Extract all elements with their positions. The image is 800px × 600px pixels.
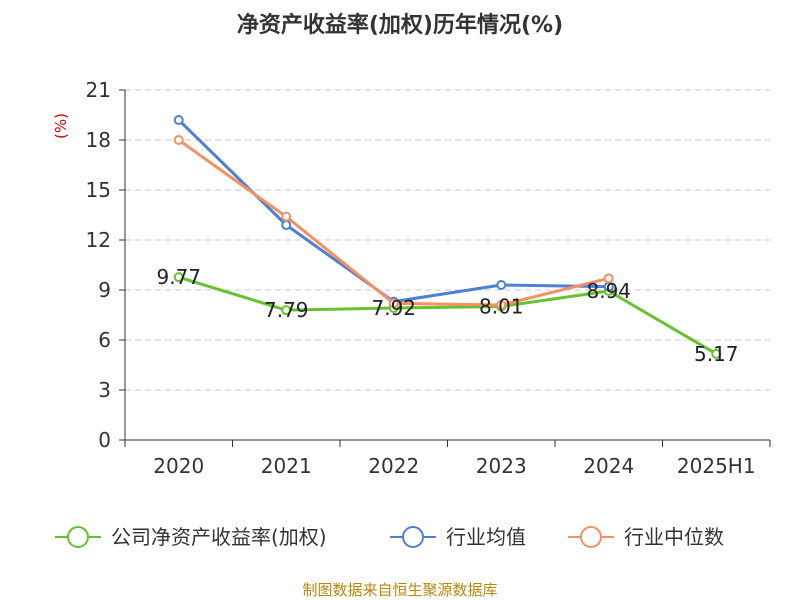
y-axis-unit: (%) — [52, 113, 70, 139]
x-tick-label: 2021 — [261, 454, 312, 478]
x-tick-label: 2020 — [153, 454, 204, 478]
data-label: 7.92 — [371, 296, 416, 320]
series-line-0 — [178, 275, 718, 356]
data-point — [281, 211, 292, 222]
x-tick-label: 2024 — [583, 454, 634, 478]
data-point — [173, 135, 184, 145]
y-tick-label: 9 — [98, 278, 111, 302]
data-point — [496, 300, 507, 310]
legend-marker-2 — [580, 526, 602, 548]
x-tick-label: 2022 — [368, 454, 419, 478]
chart-title: 净资产收益率(加权)历年情况(%) — [237, 12, 563, 38]
data-label: 8.01 — [479, 295, 524, 319]
data-point — [603, 273, 614, 284]
data-point — [281, 305, 292, 316]
legend-label-2: 行业中位数 — [624, 525, 724, 549]
y-tick-label: 12 — [86, 228, 111, 252]
legend-marker-1 — [402, 526, 424, 548]
data-point — [173, 115, 184, 125]
y-tick-label: 6 — [98, 328, 111, 352]
data-source-note: 制图数据来自恒生聚源数据库 — [302, 581, 497, 599]
x-tick-label: 2023 — [476, 454, 527, 478]
data-label: 9.77 — [156, 265, 201, 289]
data-point — [388, 298, 399, 309]
data-point — [173, 272, 184, 283]
grid-lines — [125, 89, 770, 391]
y-tick-label: 0 — [98, 428, 111, 452]
legend-marker-0 — [67, 526, 89, 548]
data-point — [496, 280, 507, 290]
data-labels: 9.77 7.79 7.92 8.01 8.94 5.17 — [156, 265, 738, 366]
axes: 0 3 6 9 12 15 18 21 2020 2021 2022 2023 2024 2025H1 — [86, 78, 771, 478]
legend-label-0: 公司净资产收益率(加权) — [111, 525, 327, 549]
legend: 公司净资产收益率(加权) 行业均值 行业中位数 — [55, 525, 724, 549]
y-tick-label: 15 — [86, 178, 111, 202]
y-tick-label: 3 — [98, 378, 111, 402]
series-group — [173, 115, 722, 359]
legend-label-1: 行业均值 — [446, 525, 526, 549]
data-label: 5.17 — [694, 342, 739, 366]
data-point — [281, 220, 292, 230]
y-tick-label: 21 — [86, 78, 111, 102]
data-label: 7.79 — [264, 298, 309, 322]
data-point — [711, 348, 722, 359]
series-line-2 — [177, 138, 610, 307]
series-line-1 — [177, 118, 609, 304]
x-tick-label: 2025H1 — [677, 454, 756, 478]
data-label: 8.94 — [586, 279, 631, 303]
y-tick-label: 18 — [86, 128, 111, 152]
